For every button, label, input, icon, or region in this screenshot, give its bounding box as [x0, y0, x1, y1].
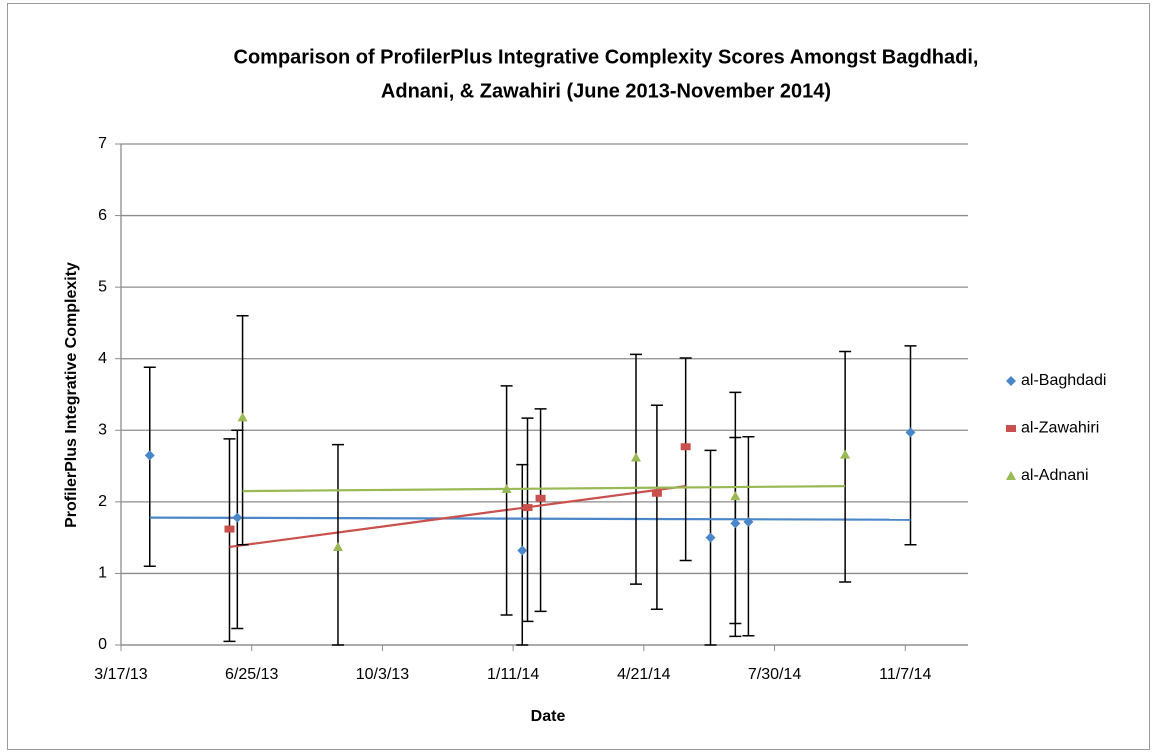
- marker: [237, 412, 248, 422]
- x-tick-label: 4/21/14: [617, 666, 670, 683]
- legend-label: al-Zawahiri: [1021, 420, 1099, 437]
- trend-line: [242, 485, 846, 493]
- y-tick-label: 5: [98, 278, 107, 295]
- error-bar: [521, 417, 534, 623]
- marker: [332, 541, 343, 551]
- marker: [144, 450, 155, 461]
- marker: [630, 452, 641, 462]
- legend-marker: [1006, 376, 1016, 386]
- legend-label: al-Baghdadi: [1021, 372, 1106, 389]
- chart-title: Comparison of ProfilerPlus Integrative C…: [234, 46, 979, 68]
- trend-line: [229, 485, 686, 549]
- y-tick-label: 7: [98, 135, 107, 152]
- x-axis-title: Date: [531, 708, 566, 725]
- error-bar: [143, 366, 156, 568]
- marker: [730, 491, 741, 501]
- marker: [232, 512, 243, 523]
- trend-line: [149, 516, 911, 521]
- y-tick-label: 2: [98, 493, 107, 510]
- error-bar: [679, 357, 692, 562]
- error-bar: [223, 438, 236, 643]
- legend-label: al-Adnani: [1021, 467, 1089, 484]
- error-bar: [904, 345, 917, 546]
- marker: [743, 516, 754, 527]
- error-bar: [500, 385, 513, 616]
- marker: [522, 504, 533, 512]
- marker: [680, 443, 691, 451]
- marker: [517, 545, 528, 556]
- error-bar: [650, 404, 663, 610]
- marker: [730, 518, 741, 529]
- y-tick-label: 6: [98, 207, 107, 224]
- x-tick-label: 1/11/14: [487, 666, 539, 683]
- error-bar: [236, 315, 249, 546]
- error-bar: [231, 429, 244, 630]
- marker: [651, 489, 662, 497]
- marker: [224, 525, 235, 533]
- error-bar: [534, 408, 547, 613]
- x-tick-label: 7/30/14: [748, 666, 801, 683]
- chart-frame: [7, 3, 1150, 750]
- x-tick-label: 3/17/13: [94, 666, 147, 683]
- error-bar: [704, 449, 717, 646]
- x-tick-label: 6/25/13: [225, 666, 278, 683]
- x-tick-label: 11/7/14: [879, 666, 931, 683]
- y-tick-label: 3: [98, 422, 107, 439]
- error-bar: [629, 353, 642, 585]
- error-bar: [729, 391, 742, 638]
- marker: [705, 532, 716, 543]
- y-axis-title: ProfilerPlus Integrative Complexity: [63, 262, 80, 528]
- legend-marker: [1006, 471, 1016, 480]
- legend-marker: [1006, 425, 1016, 432]
- marker: [840, 449, 851, 459]
- marker: [535, 494, 546, 502]
- x-tick-label: 10/3/13: [356, 666, 409, 683]
- marker: [905, 427, 916, 438]
- chart-title: Adnani, & Zawahiri (June 2013-November 2…: [381, 80, 831, 102]
- marker: [501, 483, 512, 493]
- error-bar: [742, 435, 755, 637]
- error-bar: [839, 350, 852, 583]
- y-tick-label: 1: [98, 565, 107, 582]
- y-tick-label: 4: [98, 350, 107, 367]
- y-tick-label: 0: [98, 636, 107, 653]
